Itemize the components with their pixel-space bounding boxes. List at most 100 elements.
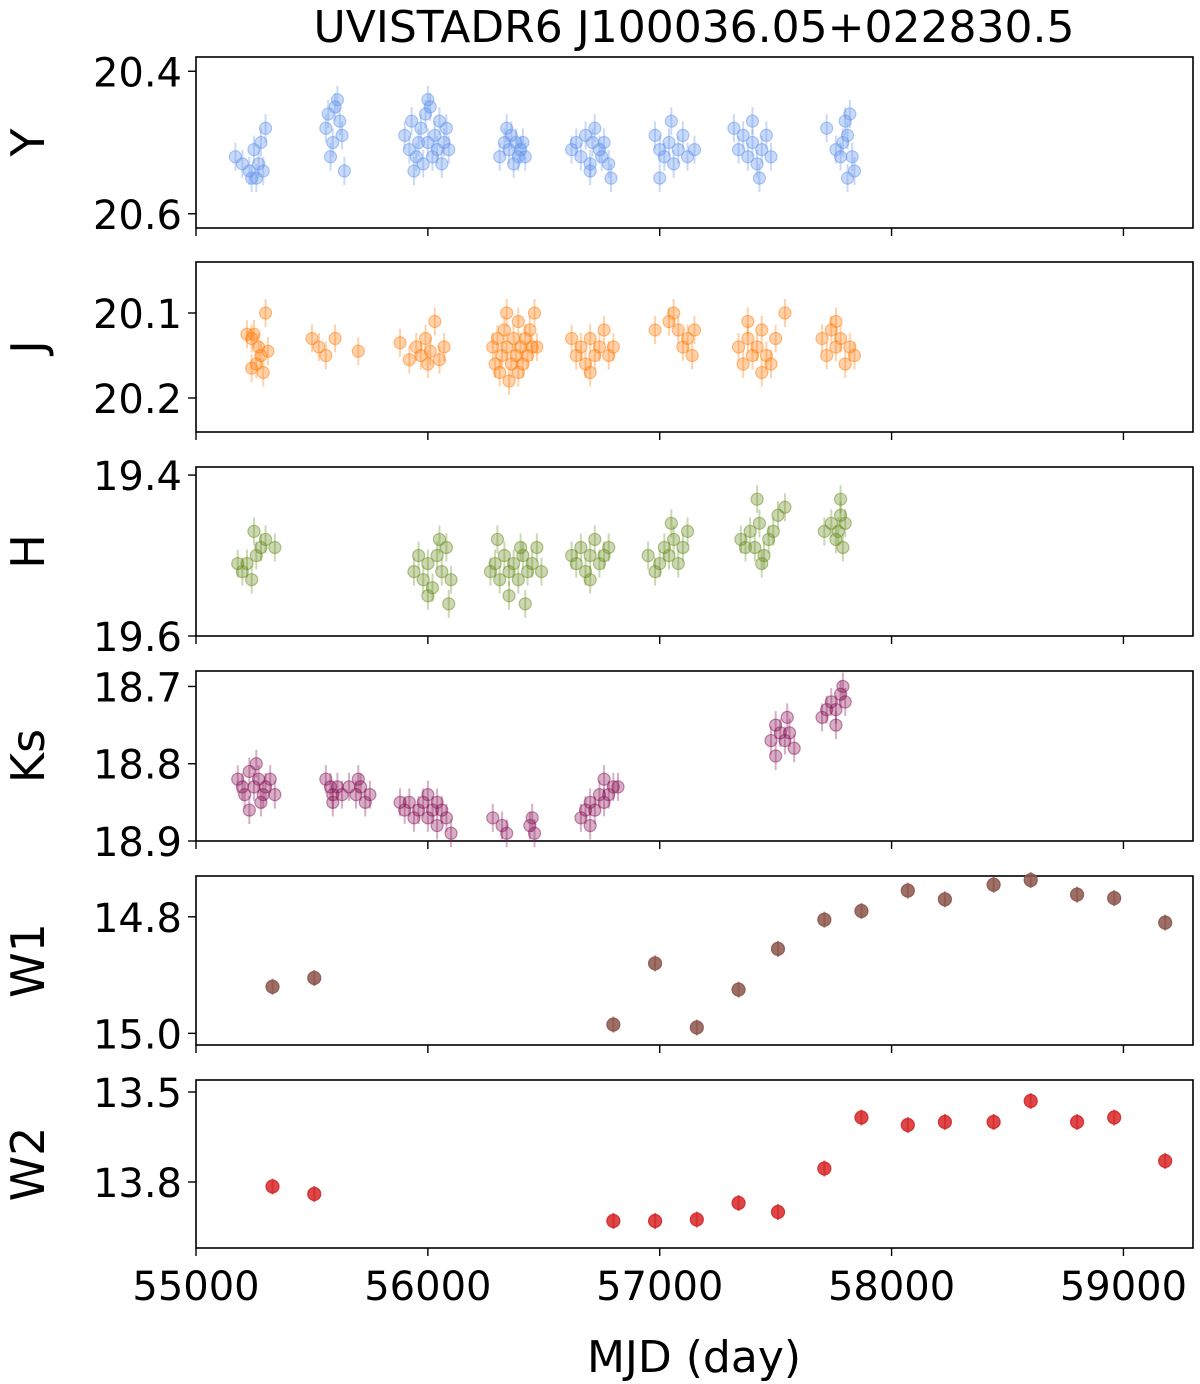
data-point <box>731 143 746 157</box>
data-point <box>648 128 662 142</box>
data-point <box>507 157 521 171</box>
data-point <box>597 795 611 809</box>
data-point <box>588 121 602 135</box>
y-axis-label: W1 <box>1 923 55 998</box>
data-point <box>588 803 602 817</box>
panel-j: 20.1 20.2 J <box>1 261 1194 440</box>
data-point <box>254 135 268 150</box>
data-point <box>565 143 579 157</box>
data-point <box>393 795 407 809</box>
data-point <box>256 365 270 380</box>
x-tick-label: 59000 <box>1060 1264 1187 1310</box>
chart-title: UVISTADR6 J100036.05+022830.5 <box>314 2 1075 53</box>
data-point <box>525 811 539 825</box>
data-point <box>829 314 843 329</box>
data-point <box>574 150 588 164</box>
x-tick-label: 57000 <box>596 1264 723 1310</box>
data-point <box>854 903 869 919</box>
data-point <box>820 703 834 717</box>
data-point <box>268 540 282 555</box>
data-point <box>523 818 537 833</box>
data-point <box>836 135 850 150</box>
data-point <box>490 532 505 547</box>
data-point <box>502 374 516 388</box>
data-point <box>256 164 270 178</box>
data-point <box>398 128 412 142</box>
data-point <box>405 114 419 128</box>
data-point <box>578 803 593 817</box>
data-point <box>833 508 848 522</box>
data-point <box>745 135 760 150</box>
data-point <box>254 795 268 809</box>
data-point <box>411 548 426 563</box>
data-point <box>583 331 597 346</box>
data-point <box>249 548 263 563</box>
data-point <box>504 128 518 142</box>
data-point <box>238 788 252 802</box>
data-point <box>319 121 333 135</box>
data-point <box>653 143 667 157</box>
data-point <box>439 811 454 825</box>
data-point <box>335 128 349 142</box>
y-axis-label: J <box>1 340 55 357</box>
data-point <box>326 135 340 150</box>
data-point <box>265 979 280 994</box>
panel-ks: 18.7 18.8 18.9 Ks <box>1 665 1194 866</box>
data-point <box>349 788 363 802</box>
data-point <box>516 548 530 563</box>
x-axis-label: MJD (day) <box>587 1332 801 1383</box>
data-point <box>671 556 685 571</box>
data-point <box>500 306 514 320</box>
y-axis-label: W2 <box>1 1127 55 1202</box>
data-point <box>432 353 447 367</box>
data-point <box>657 540 671 555</box>
data-point <box>829 703 843 717</box>
data-point <box>752 516 767 530</box>
data-point <box>312 340 326 354</box>
data-point <box>755 365 769 380</box>
data-point <box>574 540 588 555</box>
data-point <box>442 143 456 157</box>
data-point <box>680 524 695 538</box>
data-point <box>745 114 760 128</box>
data-point <box>502 589 516 603</box>
data-point <box>516 135 530 150</box>
y-tick-label: 18.7 <box>93 665 182 711</box>
data-point <box>750 492 764 506</box>
data-point <box>583 818 597 833</box>
data-point <box>258 532 273 547</box>
data-point <box>416 795 430 809</box>
data-point <box>602 540 616 555</box>
data-point <box>432 532 447 547</box>
data-point <box>252 157 266 171</box>
data-point <box>662 135 676 150</box>
data-point <box>430 818 444 833</box>
data-point <box>534 565 549 579</box>
data-point <box>900 1117 915 1133</box>
data-point <box>667 157 681 171</box>
data-points <box>228 85 862 193</box>
data-point <box>435 157 449 171</box>
y-axis-label: H <box>1 534 55 569</box>
data-point <box>416 157 430 171</box>
data-points <box>265 872 1173 1036</box>
data-point <box>493 150 507 164</box>
data-point <box>687 143 702 157</box>
y-tick-label: 18.9 <box>93 820 182 866</box>
data-point <box>606 780 620 794</box>
data-point <box>1023 872 1038 888</box>
data-point <box>500 340 514 354</box>
data-point <box>592 556 607 571</box>
data-point <box>497 548 511 563</box>
data-point <box>305 331 319 346</box>
data-point <box>493 365 507 380</box>
data-point <box>514 540 528 555</box>
panels: 20.4 20.6 Y 20.1 20.2 J 19.4 19.6 H 18.7 18.8 18.9 K… <box>1 50 1194 1256</box>
data-point <box>770 941 786 956</box>
data-point <box>752 171 767 185</box>
y-tick-label: 19.4 <box>93 454 182 500</box>
data-point <box>606 1213 621 1229</box>
data-point <box>442 597 456 611</box>
x-tick-label: 58000 <box>828 1264 955 1310</box>
